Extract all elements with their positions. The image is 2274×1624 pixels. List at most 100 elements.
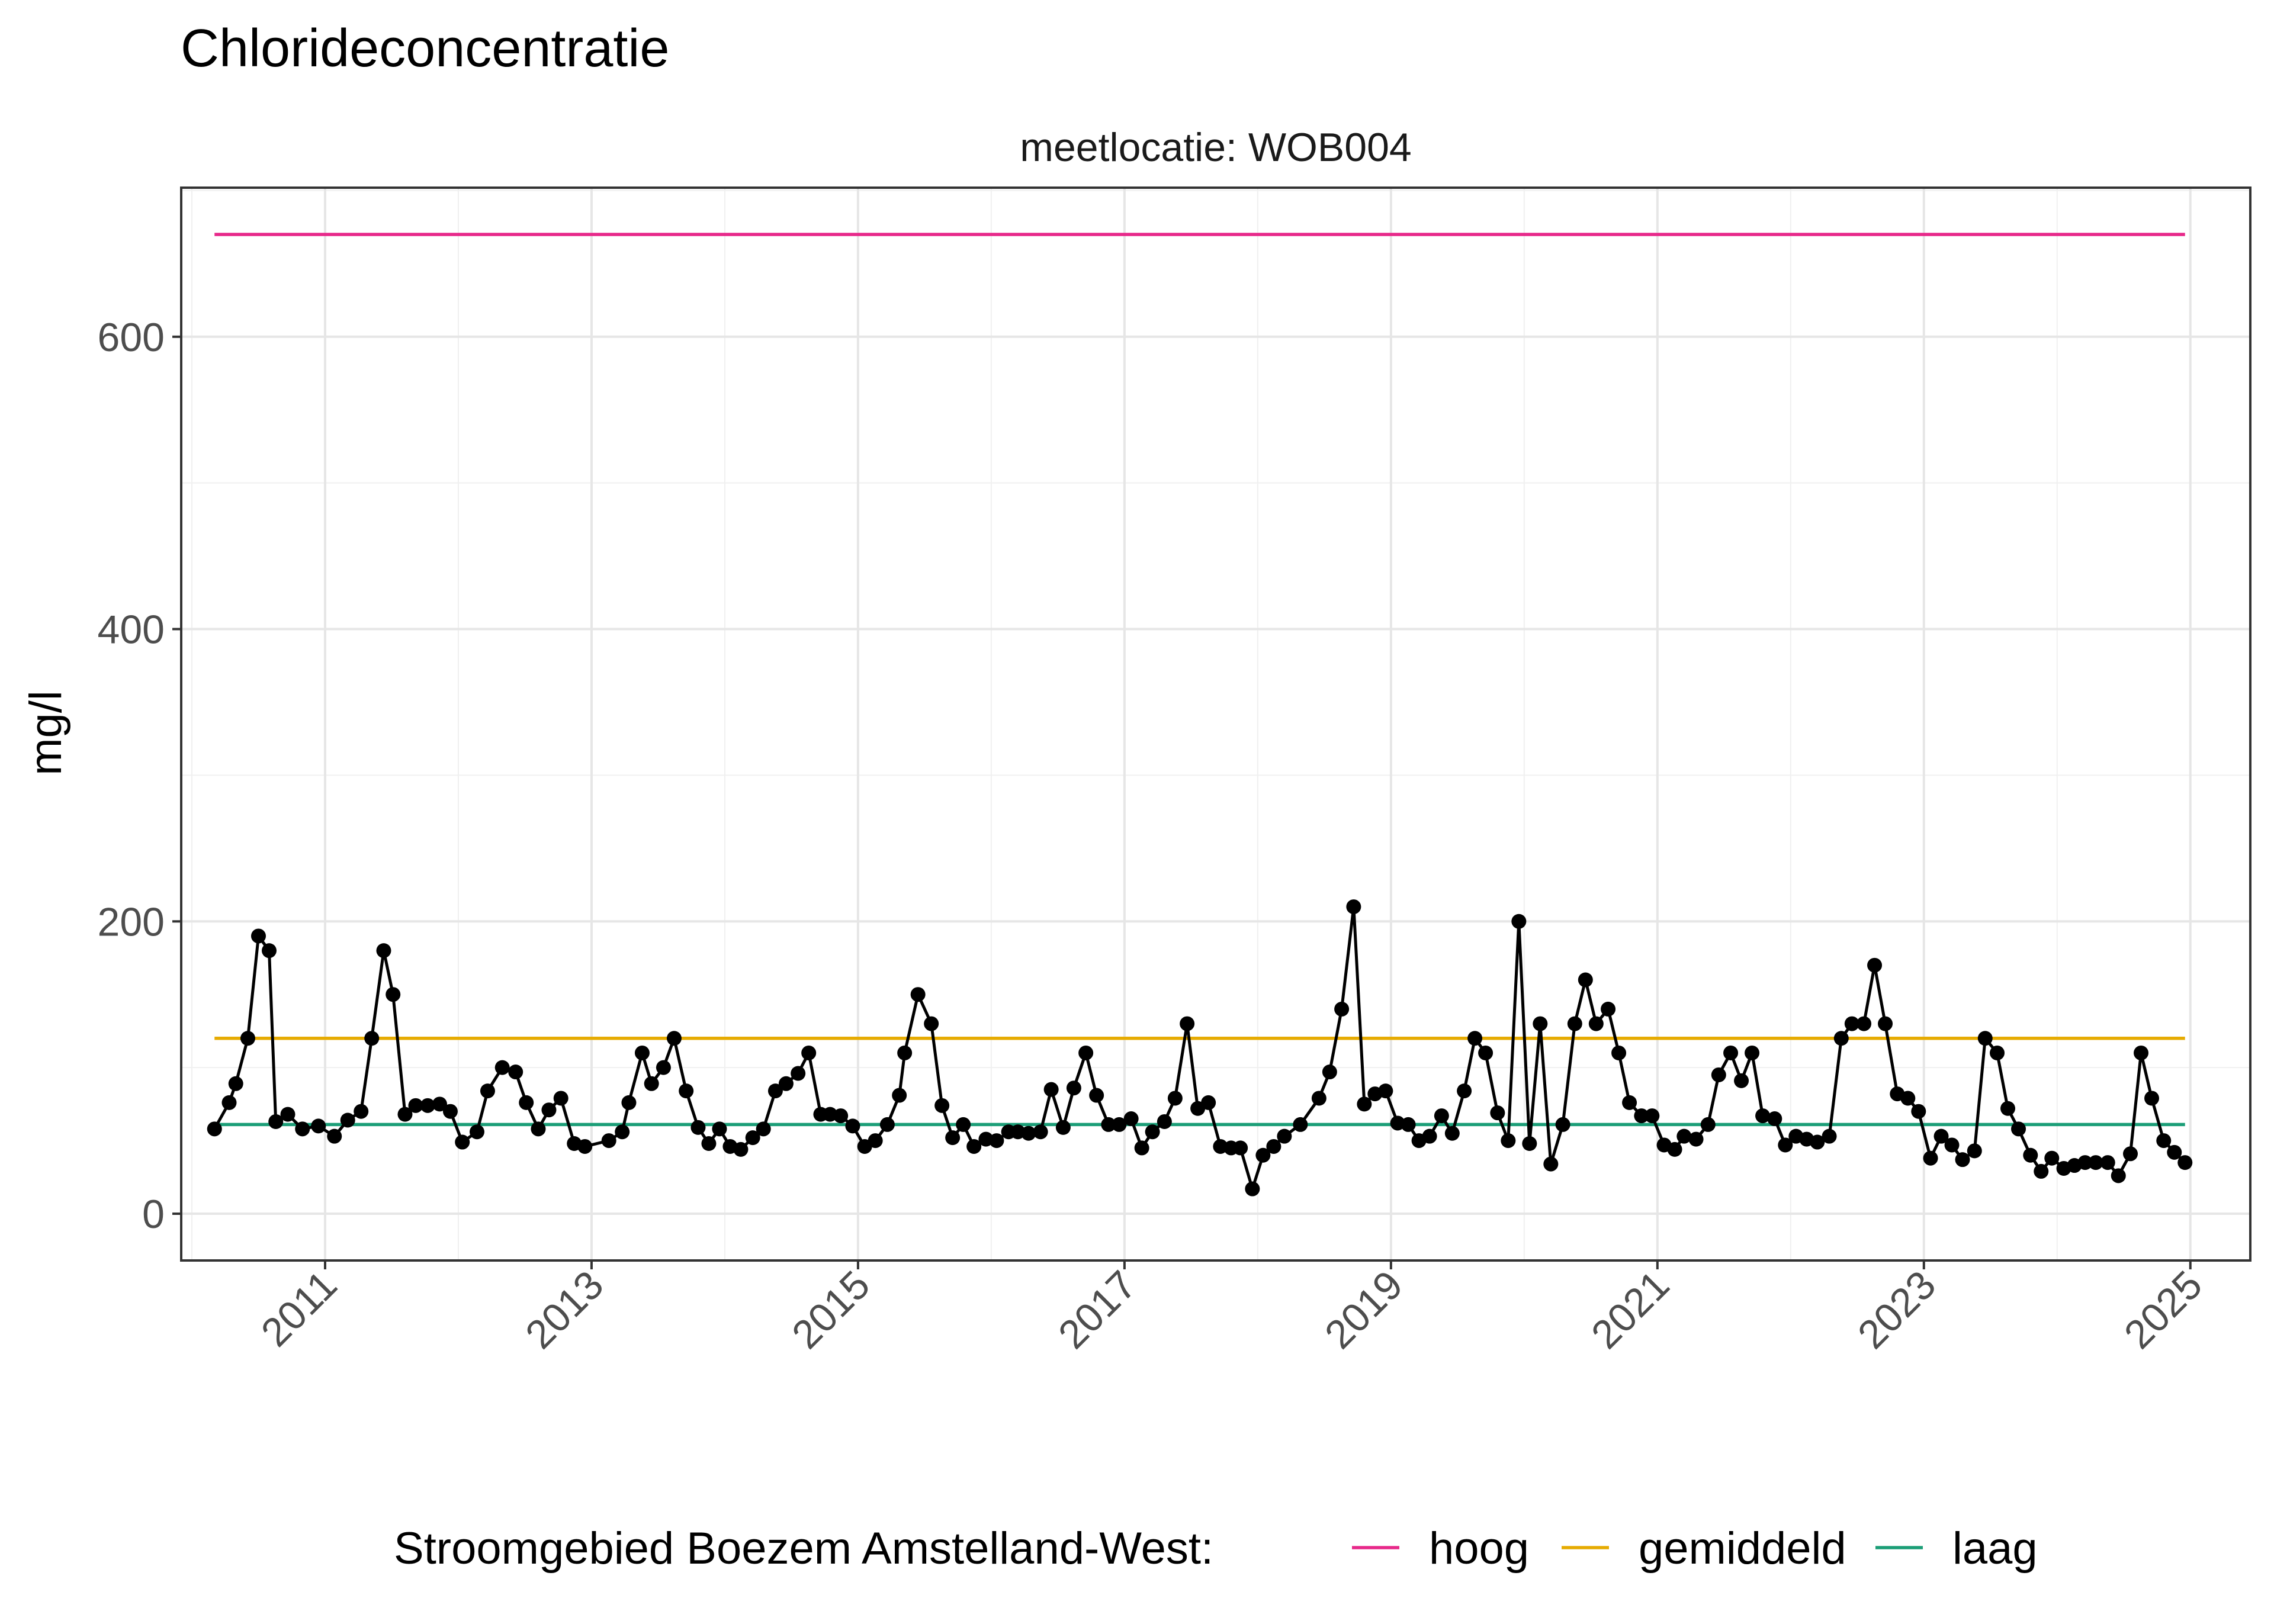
data-point [1245,1181,1260,1197]
data-point [745,1130,760,1146]
x-tick-label: 2015 [783,1262,879,1358]
data-point [364,1031,380,1046]
data-point [261,943,277,959]
data-point [879,1117,895,1132]
data-point [1378,1083,1393,1099]
data-point [601,1133,616,1149]
data-point [1357,1096,1372,1112]
data-point [268,1114,284,1129]
y-tick-label: 600 [98,315,165,360]
data-point [228,1076,243,1091]
data-point [1043,1082,1059,1097]
data-point [1444,1125,1460,1141]
data-point [1944,1137,1960,1153]
data-point [897,1045,913,1060]
data-point [1967,1143,1982,1159]
data-point [397,1107,413,1122]
data-point [1467,1031,1483,1046]
facet-label: meetlocatie: WOB004 [1020,125,1411,170]
data-point [1578,972,1593,988]
data-point [577,1139,593,1154]
data-point [1844,1016,1859,1031]
data-point [833,1108,849,1124]
data-point [420,1098,435,1113]
x-tick-label: 2011 [252,1262,345,1355]
data-point [1033,1124,1048,1140]
data-point [408,1098,423,1113]
data-point [531,1121,546,1137]
data-point [2011,1121,2026,1137]
data-point [2167,1144,2182,1160]
data-point [778,1076,794,1091]
data-point [767,1083,783,1099]
data-point [1334,1001,1350,1017]
data-point [1711,1067,1726,1082]
data-point [1255,1147,1271,1163]
data-point [1021,1125,1036,1141]
x-tick-label: 2013 [517,1262,612,1358]
data-point [221,1095,237,1110]
data-point [892,1088,907,1103]
data-point [1066,1080,1081,1096]
data-point [1490,1105,1505,1121]
data-point [1201,1095,1216,1110]
data-point [2156,1133,2172,1149]
data-point [945,1130,961,1146]
data-point [1311,1091,1326,1106]
facet-strip [181,120,2250,188]
data-point [1078,1045,1094,1060]
data-point [1533,1016,1548,1031]
legend-label-hoog: hoog [1429,1523,1529,1574]
data-point [1900,1091,1916,1106]
y-tick-label: 400 [98,607,165,652]
data-point [376,943,391,959]
data-point [679,1083,694,1099]
chart-title: Chlorideconcentratie [181,19,669,78]
data-point [1101,1117,1116,1132]
data-point [1734,1073,1749,1088]
reference-lines [214,233,2185,1127]
data-point [541,1102,557,1118]
y-axis-title: mg/l [21,690,71,776]
data-point [756,1121,771,1137]
data-point [1911,1104,1926,1119]
data-point [690,1120,706,1135]
series-lines [213,905,2186,1191]
data-point [442,1104,458,1119]
panel-border [180,186,2251,1262]
x-tick-label: 2021 [1583,1262,1678,1358]
data-point [327,1128,342,1144]
data-point [1745,1045,1760,1060]
data-point [1434,1108,1449,1124]
data-point [2034,1163,2049,1179]
data-point [966,1139,982,1154]
data-point [634,1045,650,1060]
data-point [2023,1147,2038,1163]
data-point [386,987,401,1002]
data-point [1990,1045,2005,1060]
data-point [1555,1117,1570,1132]
data-point [1543,1156,1559,1172]
data-point [1567,1016,1582,1031]
data-point [1923,1150,1938,1166]
data-point [1457,1083,1472,1099]
data-point [354,1104,369,1119]
x-tick-label: 2017 [1050,1262,1145,1358]
data-point [1700,1117,1716,1132]
data-point [1511,914,1527,929]
data-point [1867,957,1883,973]
data-point [1346,899,1361,915]
data-point [1833,1031,1849,1046]
data-point [1755,1108,1771,1124]
data-point [1522,1136,1537,1152]
data-point [2144,1091,2160,1106]
data-point [2044,1150,2060,1166]
data-point [432,1096,447,1112]
data-point [712,1121,727,1137]
series-points [207,899,2193,1197]
data-point [701,1136,717,1152]
data-point [1180,1016,1195,1031]
data-point [1134,1140,1149,1156]
data-point [1167,1091,1183,1106]
